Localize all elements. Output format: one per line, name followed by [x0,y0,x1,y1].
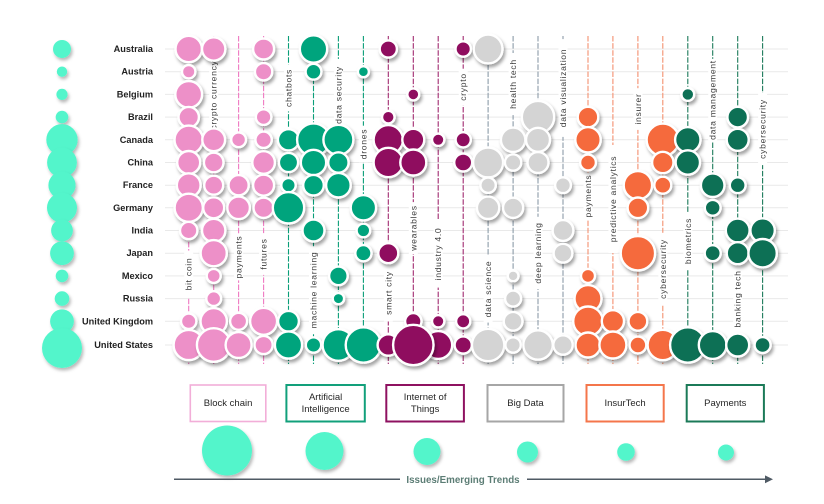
svg-text:crypto: crypto [458,73,468,101]
svg-text:Germany: Germany [113,203,154,213]
svg-text:China: China [127,158,153,168]
svg-text:Mexico: Mexico [122,271,154,281]
svg-text:payments: payments [583,175,593,218]
svg-text:crypto currency: crypto currency [209,60,219,129]
svg-text:data management: data management [708,60,718,140]
svg-text:insurer: insurer [633,93,643,124]
svg-text:futures: futures [259,238,269,269]
svg-text:health tech: health tech [508,59,518,109]
svg-text:payments: payments [234,236,244,279]
svg-text:drones: drones [358,129,368,159]
svg-text:InsurTech: InsurTech [605,398,646,409]
svg-text:France: France [123,180,153,190]
svg-text:machine learning: machine learning [309,252,319,329]
svg-text:Things: Things [411,404,440,415]
svg-text:data visualization: data visualization [558,49,568,128]
svg-text:Austria: Austria [121,67,154,77]
svg-text:predictive analytics: predictive analytics [608,156,618,243]
svg-text:Brazil: Brazil [128,112,153,122]
svg-text:United States: United States [94,340,153,350]
svg-text:Artificial: Artificial [309,392,342,403]
svg-text:chatbots: chatbots [284,69,294,107]
svg-text:United Kingdom: United Kingdom [82,316,153,326]
svg-text:smart city: smart city [383,271,393,315]
svg-text:Russia: Russia [123,294,154,304]
svg-text:Australia: Australia [114,44,154,54]
svg-text:Canada: Canada [120,135,154,145]
svg-text:data science: data science [483,261,493,318]
svg-text:industry 4.0: industry 4.0 [433,228,443,281]
svg-text:data security: data security [333,66,343,124]
svg-text:cybersecurity: cybersecurity [658,239,668,299]
svg-text:Belgium: Belgium [117,89,153,99]
svg-text:Japan: Japan [126,248,153,258]
svg-text:biometrics: biometrics [683,218,693,264]
svg-text:Big Data: Big Data [507,398,544,409]
svg-text:Intelligence: Intelligence [302,404,350,415]
svg-text:Payments: Payments [704,398,746,409]
svg-text:Internet of: Internet of [404,392,447,403]
svg-text:bit coin: bit coin [184,258,194,291]
svg-text:wearables: wearables [408,205,418,251]
svg-text:banking tech: banking tech [733,270,743,327]
svg-text:deep learning: deep learning [533,222,543,283]
svg-text:Block chain: Block chain [204,398,253,409]
svg-text:cybersecurity: cybersecurity [758,99,768,159]
svg-text:India: India [132,226,154,236]
svg-text:Issues/Emerging Trends: Issues/Emerging Trends [406,475,520,486]
